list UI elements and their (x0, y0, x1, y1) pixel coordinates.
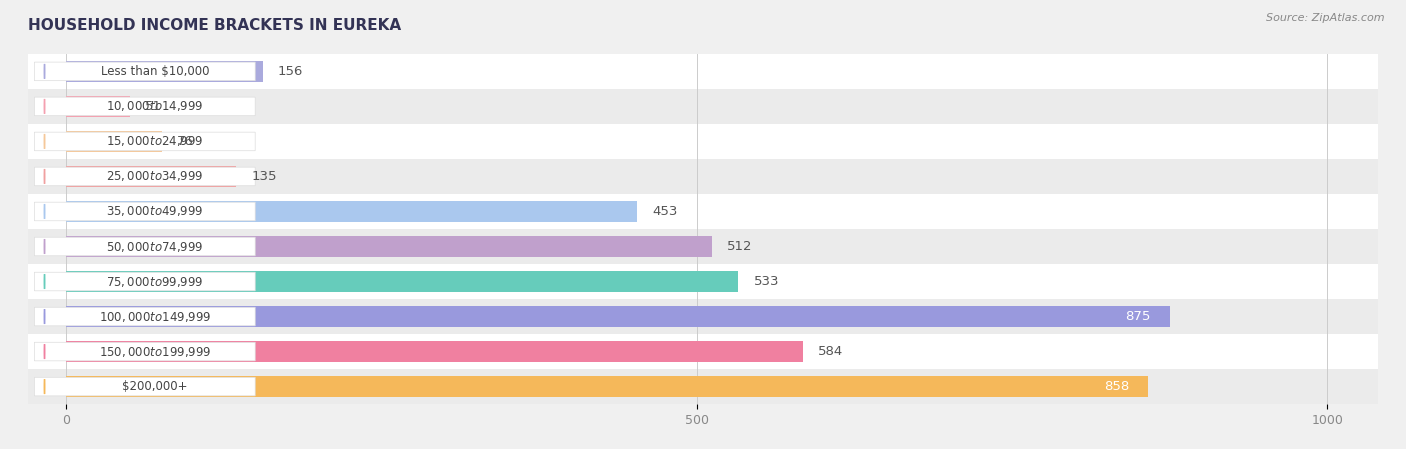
FancyBboxPatch shape (28, 299, 1378, 334)
Text: $35,000 to $49,999: $35,000 to $49,999 (107, 204, 204, 219)
Bar (66, 201, 637, 222)
FancyBboxPatch shape (28, 124, 1378, 159)
FancyBboxPatch shape (28, 54, 1378, 89)
Bar (66, 236, 711, 257)
Bar (66, 306, 1170, 327)
Bar (66, 61, 263, 82)
FancyBboxPatch shape (34, 97, 256, 116)
Text: $150,000 to $199,999: $150,000 to $199,999 (98, 344, 211, 359)
Bar (66, 271, 738, 292)
FancyBboxPatch shape (34, 307, 256, 326)
FancyBboxPatch shape (34, 132, 256, 151)
Text: 135: 135 (252, 170, 277, 183)
Text: 584: 584 (818, 345, 844, 358)
Text: $100,000 to $149,999: $100,000 to $149,999 (98, 309, 211, 324)
Text: 533: 533 (754, 275, 779, 288)
FancyBboxPatch shape (28, 369, 1378, 404)
Text: HOUSEHOLD INCOME BRACKETS IN EUREKA: HOUSEHOLD INCOME BRACKETS IN EUREKA (28, 18, 401, 33)
FancyBboxPatch shape (28, 159, 1378, 194)
Text: 858: 858 (1104, 380, 1129, 393)
Text: 875: 875 (1125, 310, 1152, 323)
Text: 512: 512 (727, 240, 752, 253)
FancyBboxPatch shape (34, 62, 256, 81)
Text: $15,000 to $24,999: $15,000 to $24,999 (107, 134, 204, 149)
Bar (66, 341, 803, 362)
Text: 156: 156 (278, 65, 304, 78)
Text: 453: 453 (652, 205, 678, 218)
Text: $50,000 to $74,999: $50,000 to $74,999 (107, 239, 204, 254)
Text: $25,000 to $34,999: $25,000 to $34,999 (107, 169, 204, 184)
FancyBboxPatch shape (34, 167, 256, 186)
FancyBboxPatch shape (34, 202, 256, 221)
FancyBboxPatch shape (34, 342, 256, 361)
FancyBboxPatch shape (28, 229, 1378, 264)
FancyBboxPatch shape (28, 194, 1378, 229)
Text: Less than $10,000: Less than $10,000 (101, 65, 209, 78)
FancyBboxPatch shape (28, 334, 1378, 369)
Text: $200,000+: $200,000+ (122, 380, 187, 393)
FancyBboxPatch shape (28, 264, 1378, 299)
Bar (66, 376, 1149, 397)
Bar (66, 166, 236, 187)
Text: 76: 76 (177, 135, 194, 148)
FancyBboxPatch shape (34, 272, 256, 291)
FancyBboxPatch shape (34, 377, 256, 396)
Text: 51: 51 (145, 100, 163, 113)
Bar (66, 131, 162, 152)
FancyBboxPatch shape (34, 237, 256, 256)
Text: Source: ZipAtlas.com: Source: ZipAtlas.com (1267, 13, 1385, 23)
FancyBboxPatch shape (28, 89, 1378, 124)
Text: $75,000 to $99,999: $75,000 to $99,999 (107, 274, 204, 289)
Bar (66, 96, 131, 117)
Text: $10,000 to $14,999: $10,000 to $14,999 (107, 99, 204, 114)
